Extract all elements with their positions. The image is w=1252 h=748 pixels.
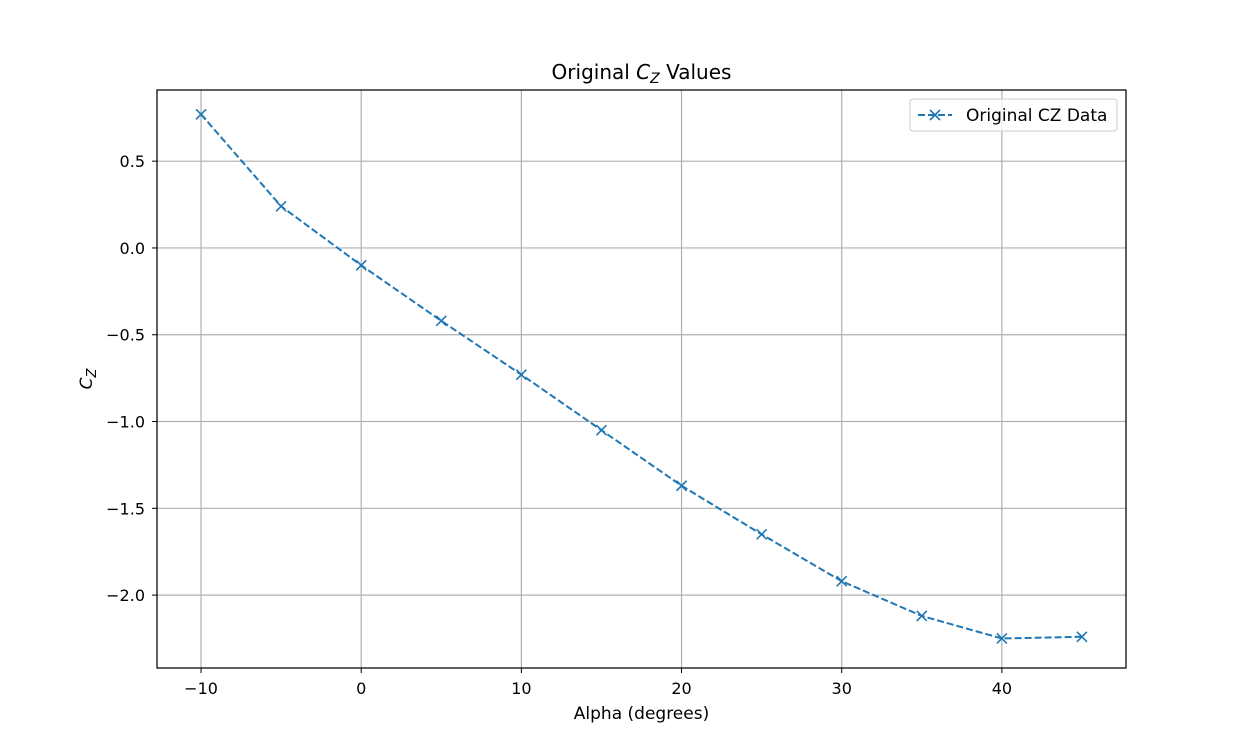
y-axis-label-subscript: Z xyxy=(85,368,100,379)
marker-stroke xyxy=(435,315,447,327)
series-layer xyxy=(195,108,1088,645)
y-axis-label-symbol: C xyxy=(77,377,97,389)
y-tick-label: −2.0 xyxy=(106,586,145,605)
data-point-marker xyxy=(355,259,367,271)
data-point-marker xyxy=(275,200,287,212)
legend: Original CZ Data xyxy=(909,98,1118,132)
chart-title-suffix: Values xyxy=(660,60,732,84)
data-point-marker xyxy=(996,632,1008,645)
data-point-marker xyxy=(916,610,928,622)
marker-stroke xyxy=(836,575,848,587)
x-tick-label: 30 xyxy=(832,679,852,698)
marker-stroke xyxy=(756,528,768,540)
x-axis-ticks: −10 0 10 20 30 40 xyxy=(184,668,1012,698)
data-point-marker xyxy=(595,424,608,436)
data-point-marker xyxy=(756,528,768,540)
data-point-marker xyxy=(515,369,527,381)
y-tick-label: −1.5 xyxy=(106,499,145,518)
data-point-marker xyxy=(836,575,848,587)
plot-frame xyxy=(156,89,1127,669)
marker-stroke xyxy=(275,200,287,212)
marker-stroke xyxy=(929,109,941,121)
y-axis-label: CZ xyxy=(77,368,100,390)
marker-stroke xyxy=(195,108,207,120)
y-tick-label: 0.0 xyxy=(120,239,145,258)
data-point-marker xyxy=(435,315,447,327)
y-tick-label: 0.5 xyxy=(120,152,145,171)
marker-stroke xyxy=(595,424,608,436)
data-point-marker xyxy=(1076,631,1088,643)
marker-stroke xyxy=(355,259,367,271)
x-tick-label: 20 xyxy=(671,679,691,698)
series-line xyxy=(200,113,1082,640)
y-tick-label: −0.5 xyxy=(106,326,145,345)
x-axis-label: Alpha (degrees) xyxy=(574,704,709,724)
x-tick-label: 10 xyxy=(511,679,531,698)
marker-stroke xyxy=(996,632,1008,645)
legend-box xyxy=(909,98,1118,132)
marker-stroke xyxy=(916,610,928,622)
x-tick-label: −10 xyxy=(184,679,218,698)
marker-stroke xyxy=(515,369,527,381)
y-tick-label: −1.0 xyxy=(106,413,145,432)
x-tick-label: 40 xyxy=(992,679,1012,698)
data-point-marker xyxy=(195,108,207,120)
y-axis-ticks: 0.5 0.0 −0.5 −1.0 −1.5 −2.0 xyxy=(106,152,157,605)
legend-x-marker xyxy=(929,109,941,121)
chart-title-subscript: Z xyxy=(649,71,660,87)
chart-title: Original CZ Values xyxy=(552,60,732,87)
chart-title-symbol: C xyxy=(636,60,650,84)
chart-title-prefix: Original xyxy=(552,60,637,84)
legend-label: Original CZ Data xyxy=(966,106,1107,126)
grid xyxy=(157,90,1126,668)
data-point-marker xyxy=(675,480,688,492)
x-tick-label: 0 xyxy=(356,679,366,698)
marker-stroke xyxy=(675,480,688,492)
marker-stroke xyxy=(1076,631,1088,643)
